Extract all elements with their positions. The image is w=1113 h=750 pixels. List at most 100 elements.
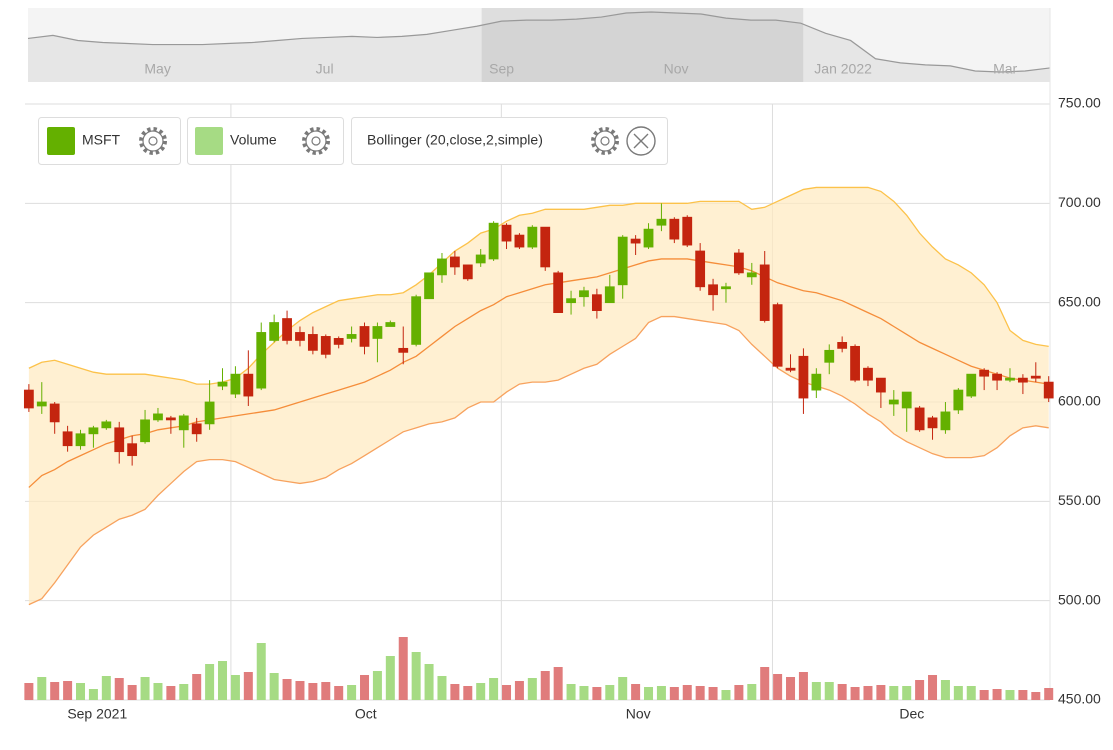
candle-body [630, 238, 641, 244]
volume-bar [644, 687, 654, 700]
volume-bar [631, 684, 641, 700]
candle-body [88, 427, 99, 435]
candle-body [411, 296, 422, 345]
gear-hole [600, 136, 610, 146]
navigator-label: Nov [664, 61, 689, 77]
volume-bar [334, 686, 344, 700]
volume-bar [669, 687, 679, 700]
navigator[interactable]: May Jul Sep Nov Jan 2022 Mar [27, 8, 1051, 82]
candle-body [785, 367, 796, 371]
candle-body [888, 399, 899, 405]
candle-body [527, 226, 538, 248]
volume-bar [708, 687, 718, 700]
volume-bar [398, 637, 408, 700]
volume-bar [230, 675, 240, 700]
volume-bar [579, 686, 589, 700]
gear-teeth [302, 127, 330, 155]
settings-icon[interactable] [139, 127, 167, 155]
gear-body [142, 130, 164, 152]
settings-icon[interactable] [591, 127, 619, 155]
gear-hole [148, 136, 158, 146]
candle-body [940, 411, 951, 431]
candle-body [927, 417, 938, 429]
gear-teeth [139, 127, 167, 155]
band-fill [28, 187, 1049, 605]
volume-bar [385, 656, 395, 700]
volume-bar [928, 675, 938, 700]
candle-body [307, 334, 318, 351]
legend-item[interactable]: Volume [187, 117, 344, 165]
volume-bar [734, 685, 744, 700]
candle-body [953, 389, 964, 411]
candle-body [695, 250, 706, 288]
volume-bar [372, 671, 382, 700]
candle-body [591, 294, 602, 312]
legend-label: MSFT [82, 132, 121, 148]
volume-bar [37, 677, 47, 700]
volume-bar [566, 684, 576, 700]
x-tick-label: Sep 2021 [67, 706, 127, 722]
close-circle [626, 126, 656, 156]
volume-bar [979, 690, 989, 700]
volume-bar [76, 683, 86, 700]
candle-body [153, 413, 163, 421]
candle-body [282, 318, 292, 341]
candle-body [217, 381, 228, 387]
plot-area: 450.00 500.00 550.00 600.00 650.00 700.00 750.… [23, 8, 1101, 722]
volume-bar [902, 686, 912, 700]
candle-body [269, 322, 280, 341]
candle-body [992, 373, 1002, 381]
candle-body [798, 355, 809, 399]
candle-body [811, 373, 822, 391]
candle-body [579, 290, 589, 298]
candle-body [191, 423, 202, 435]
candle-body [320, 336, 331, 355]
navigator-area [28, 12, 1050, 82]
volume-bar [656, 686, 666, 700]
volume-bar [437, 676, 447, 700]
legend-box [187, 117, 344, 165]
candle-body [656, 218, 667, 226]
settings-icon[interactable] [302, 127, 330, 155]
volume-bar [63, 681, 73, 700]
candle-body [462, 264, 473, 280]
legend-item[interactable]: Bollinger (20,close,2,simple) [351, 117, 668, 165]
candle-body [514, 234, 525, 248]
volume-bar [876, 685, 886, 700]
candle-body [140, 419, 150, 443]
volume-bar [786, 677, 796, 700]
y-tick-label: 550.00 [1058, 492, 1101, 508]
candle-body [346, 334, 357, 339]
candle-body [772, 304, 783, 367]
volume-bar [540, 671, 550, 700]
volume-bar [850, 687, 860, 700]
candle-body [682, 216, 693, 246]
close-icon[interactable] [626, 126, 656, 156]
candle-body [385, 322, 396, 327]
navigator-label: Jul [316, 61, 334, 77]
candle-body [449, 256, 460, 268]
close-cross [633, 133, 649, 149]
candle-body [901, 391, 912, 409]
volume-bar [153, 683, 163, 700]
band-middle [28, 258, 1049, 488]
volume-bar [50, 682, 60, 700]
volume-bar [347, 685, 357, 700]
candle-body [1043, 381, 1054, 399]
volume-bar [101, 676, 111, 700]
candle-body [398, 347, 409, 353]
candle-body [553, 272, 564, 314]
volume-bar [889, 686, 899, 700]
candle-body [1030, 375, 1041, 379]
volume-bar [1031, 692, 1041, 700]
candle-body [863, 367, 873, 381]
x-tick-label: Oct [355, 706, 377, 722]
legend: MSFT Volume Bollinger (20,close,2,simple… [38, 117, 668, 165]
volume-bar [140, 677, 150, 700]
candle-body [333, 338, 344, 345]
legend-item[interactable]: MSFT [38, 117, 181, 165]
volume-bar [269, 673, 279, 700]
candle-body [295, 332, 305, 341]
candle-body [604, 286, 615, 304]
